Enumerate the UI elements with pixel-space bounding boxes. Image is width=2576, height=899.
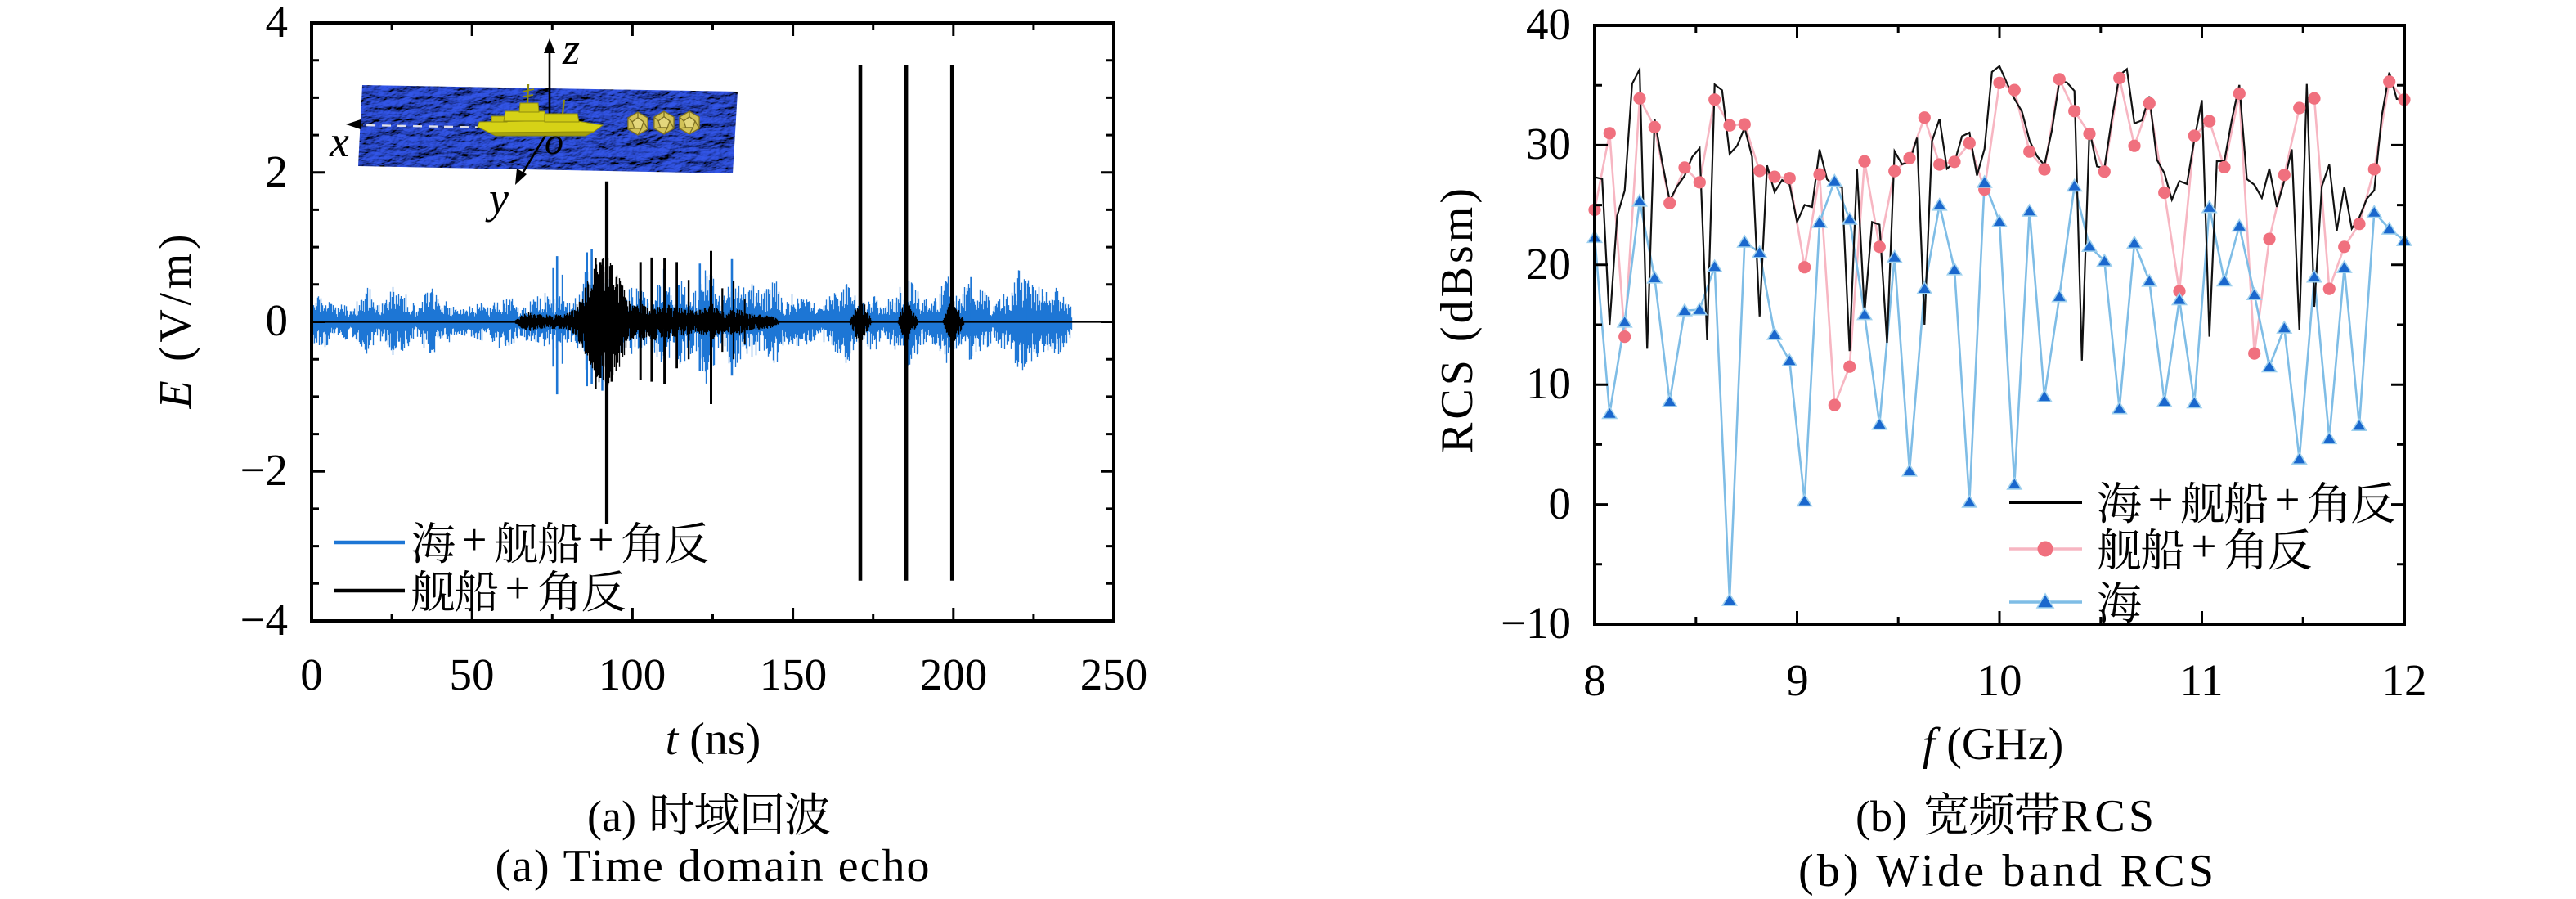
svg-text:0: 0 [1549, 479, 1572, 528]
svg-text:−10: −10 [1501, 598, 1571, 648]
svg-text:200: 200 [920, 650, 988, 699]
svg-text:20: 20 [1526, 239, 1571, 289]
svg-text:+: + [461, 515, 487, 564]
svg-text:o: o [545, 120, 563, 162]
svg-text:11: 11 [2180, 655, 2224, 705]
svg-text:9: 9 [1786, 655, 1809, 705]
svg-text:30: 30 [1526, 119, 1571, 169]
svg-text:−2: −2 [240, 445, 288, 495]
svg-text:(a): (a) [587, 792, 636, 841]
svg-text:(a) Time domain echo: (a) Time domain echo [496, 841, 930, 892]
svg-text:y: y [485, 173, 509, 223]
svg-text:150: 150 [760, 650, 828, 699]
svg-text:4: 4 [266, 0, 289, 47]
svg-text:x: x [329, 117, 349, 166]
svg-text:0: 0 [266, 295, 289, 345]
svg-text:40: 40 [1526, 0, 1571, 49]
svg-text:250: 250 [1080, 650, 1148, 699]
svg-text:(b): (b) [1856, 792, 1907, 841]
svg-text:0: 0 [300, 650, 323, 699]
svg-text:t (ns): t (ns) [666, 714, 761, 765]
svg-text:z: z [562, 25, 580, 74]
svg-text:RCS: RCS [2061, 791, 2154, 842]
svg-text:10: 10 [1526, 358, 1571, 408]
svg-text:+: + [588, 515, 613, 564]
svg-text:+: + [2274, 474, 2300, 524]
svg-text:+: + [2191, 521, 2216, 571]
svg-text:RCS (dBsm): RCS (dBsm) [1432, 188, 1483, 453]
svg-text:50: 50 [450, 650, 495, 699]
svg-text:8: 8 [1583, 655, 1606, 705]
svg-text:f (GHz): f (GHz) [1923, 719, 2064, 770]
svg-text:+: + [2147, 474, 2173, 524]
svg-text:(b) Wide band RCS: (b) Wide band RCS [1798, 846, 2214, 897]
svg-text:12: 12 [2382, 655, 2427, 705]
svg-text:2: 2 [266, 146, 289, 196]
svg-text:100: 100 [599, 650, 666, 699]
svg-text:10: 10 [1977, 655, 2022, 705]
svg-text:−4: −4 [240, 595, 288, 645]
svg-text:+: + [505, 563, 530, 613]
svg-text:E (V/m): E (V/m) [150, 235, 201, 410]
